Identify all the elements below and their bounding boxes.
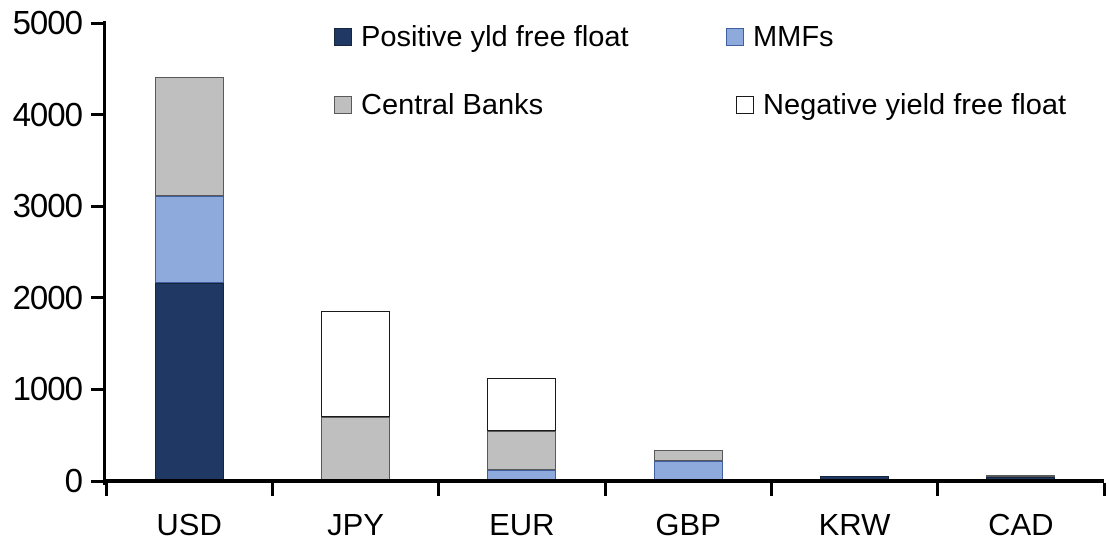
- legend-swatch-icon: [726, 28, 744, 46]
- y-tick-label: 3000: [12, 187, 83, 225]
- x-tick-label-eur: EUR: [489, 507, 555, 542]
- x-tick: [437, 483, 441, 496]
- legend-item-negative-yield-free-float: Negative yield free float: [736, 88, 1066, 122]
- x-tick-label-usd: USD: [156, 507, 222, 542]
- legend-label: Positive yld free float: [361, 20, 629, 53]
- legend-swatch-icon: [334, 28, 352, 46]
- legend-item-central-banks: Central Banks: [334, 88, 543, 122]
- y-tick-label: 0: [64, 462, 83, 499]
- x-axis-line: [103, 479, 1104, 483]
- x-tick-label-gbp: GBP: [655, 507, 721, 542]
- bar-segment-usd-mmfs: [154, 196, 224, 284]
- x-tick: [936, 483, 940, 496]
- bar-segment-jpy-central-banks: [321, 416, 390, 480]
- y-tick-label: 4000: [12, 95, 83, 133]
- y-tick-label: 2000: [12, 278, 83, 316]
- x-tick: [270, 483, 274, 496]
- x-tick: [603, 483, 607, 496]
- y-tick: [91, 479, 103, 483]
- bar-segment-usd-positive-yld-free-float: [154, 283, 224, 480]
- bar-segment-cad-central-banks: [986, 474, 1056, 478]
- x-tick-label-cad: CAD: [988, 507, 1054, 542]
- y-tick-label: 5000: [12, 4, 83, 41]
- bar-segment-eur-negative-yield-free-float: [487, 378, 557, 431]
- legend-item-positive-yld-free-float: Positive yld free float: [334, 20, 629, 54]
- legend-swatch-icon: [334, 96, 352, 114]
- legend-label: Negative yield free float: [763, 88, 1067, 121]
- x-tick-label-krw: KRW: [818, 507, 891, 542]
- y-axis-line: [103, 21, 106, 485]
- y-tick: [91, 21, 103, 25]
- x-tick: [1102, 483, 1106, 496]
- y-tick: [91, 387, 103, 391]
- bar-segment-gbp-central-banks: [653, 449, 723, 461]
- y-tick-label: 1000: [12, 370, 83, 408]
- bar-segment-usd-central-banks: [154, 76, 224, 197]
- legend-label: Central Banks: [361, 88, 544, 121]
- x-tick: [104, 483, 108, 496]
- y-tick: [91, 113, 103, 117]
- legend-label: MMFs: [753, 20, 834, 53]
- legend-swatch-icon: [736, 96, 754, 114]
- y-tick: [91, 296, 103, 300]
- y-tick: [91, 204, 103, 208]
- legend-item-mmfs: MMFs: [726, 20, 834, 54]
- x-tick: [769, 483, 773, 496]
- bar-segment-gbp-mmfs: [653, 460, 723, 480]
- bar-segment-eur-central-banks: [487, 430, 557, 470]
- x-tick-label-jpy: JPY: [327, 507, 384, 542]
- bar-segment-jpy-negative-yield-free-float: [321, 310, 390, 417]
